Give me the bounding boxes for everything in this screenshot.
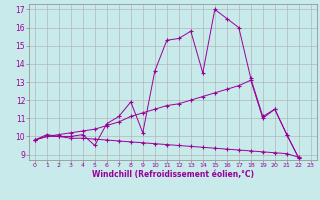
- X-axis label: Windchill (Refroidissement éolien,°C): Windchill (Refroidissement éolien,°C): [92, 170, 254, 179]
